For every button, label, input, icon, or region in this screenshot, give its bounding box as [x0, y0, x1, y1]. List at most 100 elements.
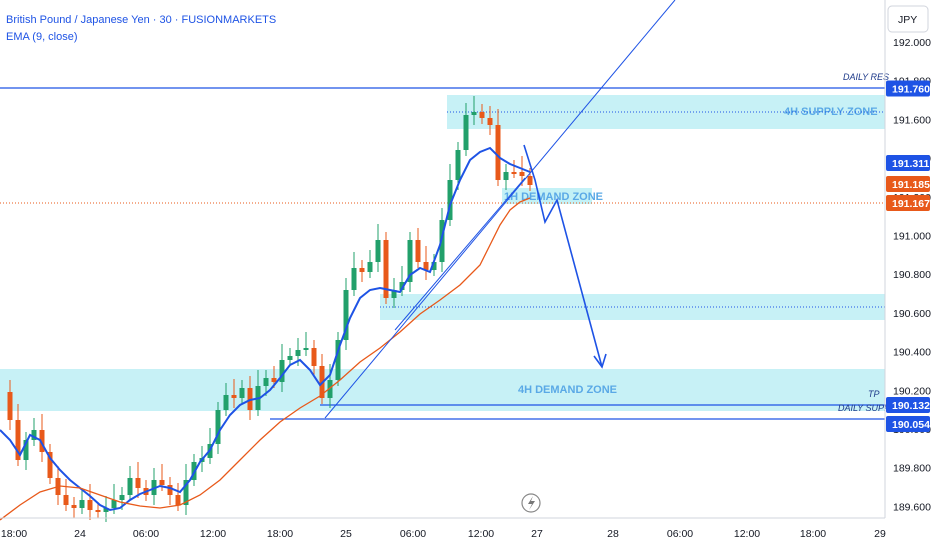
candle-body — [479, 112, 485, 118]
price-tick-label: 189.600 — [893, 501, 931, 513]
candle-body — [415, 240, 421, 262]
candle-body — [399, 282, 405, 290]
candle-body — [375, 240, 381, 262]
candle-body — [223, 395, 229, 410]
candle-body — [175, 495, 181, 505]
indicator-label[interactable]: EMA (9, close) — [6, 31, 78, 43]
time-tick-label: 06:00 — [667, 528, 693, 540]
candle-body — [239, 388, 245, 398]
candle-body — [527, 176, 533, 185]
time-tick-label: 06:00 — [133, 528, 159, 540]
price-tick-label: 189.800 — [893, 463, 931, 475]
zone-4h-demand — [0, 369, 885, 411]
time-tick-label: 18:00 — [1, 528, 27, 540]
candle-body — [359, 268, 365, 272]
candle-body — [263, 378, 269, 386]
candle-body — [63, 495, 69, 505]
price-tag-box — [886, 416, 930, 432]
price-tick-label: 190.400 — [893, 347, 931, 359]
candle-body — [47, 452, 53, 478]
currency-badge[interactable] — [887, 5, 929, 33]
candle-body — [71, 505, 77, 508]
candle-body — [271, 378, 277, 382]
zones-layer: 4H SUPPLY ZONE 1H DEMAND ZONE 4H DEMAND … — [0, 95, 885, 411]
candle-body — [503, 172, 509, 180]
candle-body — [183, 480, 189, 505]
price-tag-box — [886, 195, 930, 211]
candle-body — [383, 240, 389, 298]
price-tag-box — [886, 80, 930, 97]
candle-body — [15, 420, 21, 460]
symbol-title[interactable]: British Pound / Japanese Yen · 30 · FUSI… — [6, 14, 277, 26]
time-tick-label: 12:00 — [200, 528, 226, 540]
price-tick-label: 190.600 — [893, 308, 931, 320]
projection-arrow[interactable] — [523, 144, 603, 368]
time-tick-label: 28 — [607, 528, 619, 540]
daily-res-label: DAILY RES — [843, 72, 889, 82]
time-tick-label: 12:00 — [734, 528, 760, 540]
projection-arrowhead — [593, 353, 607, 369]
time-axis[interactable]: 18:00 24 06:00 12:00 18:00 25 06:00 12:00 27 28 06… — [1, 528, 886, 540]
candle-body — [7, 392, 13, 420]
candle-body — [23, 440, 29, 460]
candle-body — [367, 262, 373, 272]
price-tick-label: 191.600 — [893, 114, 931, 126]
price-tag-label: 191.185 — [892, 179, 930, 191]
candle-body — [311, 348, 317, 366]
candle-body — [391, 290, 397, 298]
candle-body — [135, 478, 141, 488]
candle-body — [447, 180, 453, 220]
price-tag-box — [886, 397, 930, 413]
price-tick-label: 190.800 — [893, 269, 931, 281]
candle-body — [215, 410, 221, 444]
time-tick-label: 29 — [874, 528, 886, 540]
zone-4h-demand-label: 4H DEMAND ZONE — [518, 384, 617, 396]
lightning-glyph — [528, 496, 535, 510]
candle-body — [231, 395, 237, 398]
price-tag-label: 190.132 — [892, 400, 930, 412]
candle-body — [295, 350, 301, 356]
candle-body — [423, 262, 429, 270]
ascending-trendline[interactable] — [324, 0, 676, 419]
candle-body — [335, 340, 341, 380]
candle-body — [79, 500, 85, 508]
candle-body — [87, 500, 93, 510]
inner-trendline[interactable] — [394, 177, 526, 331]
candle-body — [471, 112, 477, 115]
candle-body — [463, 115, 469, 150]
candle-body — [303, 348, 309, 350]
price-tag-label: 191.311 — [892, 158, 930, 170]
candle-body — [39, 430, 45, 452]
candle-body — [103, 508, 109, 512]
candle-body — [487, 118, 493, 125]
time-tick-label: 18:00 — [800, 528, 826, 540]
candle-body — [167, 485, 173, 495]
ema-slow-line — [0, 197, 531, 521]
candle-body — [159, 480, 165, 485]
price-tick-label: 192.000 — [893, 37, 931, 49]
chart-legend: British Pound / Japanese Yen · 30 · FUSI… — [6, 12, 276, 46]
candles-layer — [7, 96, 533, 522]
candle-body — [287, 356, 293, 360]
price-tick-label: 190.200 — [893, 385, 931, 397]
time-tick-label: 06:00 — [400, 528, 426, 540]
candle-body — [455, 150, 461, 180]
zone-4h-supply-label: 4H SUPPLY ZONE — [784, 106, 878, 118]
candle-body — [431, 262, 437, 270]
price-tag-label: 191.760 — [892, 83, 930, 95]
time-tick-label: 27 — [531, 528, 543, 540]
currency-label: JPY — [898, 14, 917, 26]
time-tick-label: 25 — [340, 528, 352, 540]
zone-1h-demand-label: 1H DEMAND ZONE — [504, 191, 603, 203]
candle-body — [119, 495, 125, 500]
price-tag-label: 190.054 — [892, 419, 930, 431]
candle-body — [95, 510, 101, 512]
candle-body — [495, 125, 501, 180]
time-tick-label: 24 — [74, 528, 86, 540]
price-tag-label: 191.167 — [892, 198, 930, 210]
time-tick-label: 12:00 — [468, 528, 494, 540]
time-tick-label: 18:00 — [267, 528, 293, 540]
candle-body — [519, 172, 525, 176]
